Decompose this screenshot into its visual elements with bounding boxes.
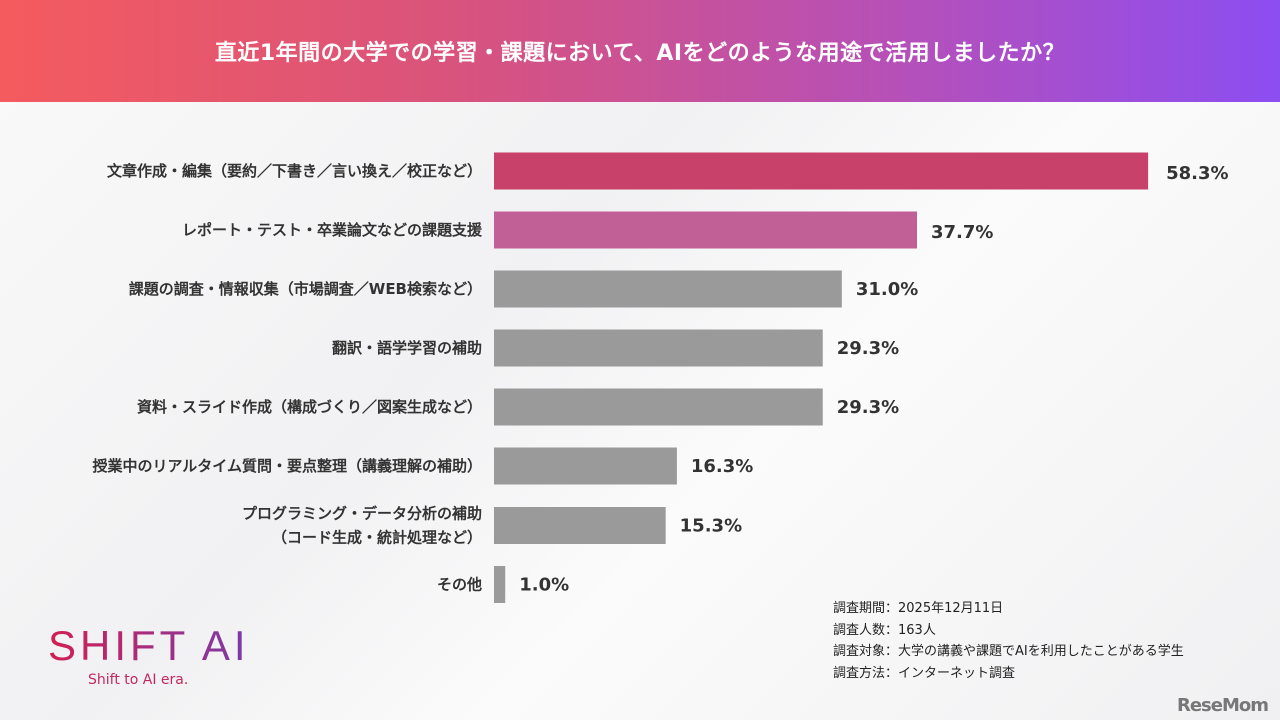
bar bbox=[494, 388, 823, 426]
chart-title: 直近1年間の大学での学習・課題において、AIをどのような用途で活用しましたか？ bbox=[214, 41, 1066, 66]
value-label: 37.7% bbox=[931, 222, 993, 243]
bar-chart: 文章作成・編集（要約／下書き／言い換え／校正など） 58.3% レポート・テスト・卒… bbox=[92, 152, 1229, 603]
value-label: 58.3% bbox=[1166, 163, 1228, 184]
header-banner: 直近1年間の大学での学習・課題において、AIをどのような用途で活用しましたか？ bbox=[0, 0, 1280, 102]
survey-notes: 調査期間：2025年12月11日 調査人数：163人 調査対象：大学の講義や課題… bbox=[833, 598, 1184, 684]
note-target: 調査対象：大学の講義や課題でAIを利用したことがある学生 bbox=[833, 644, 1184, 659]
bar bbox=[494, 566, 506, 603]
category-label: （コード生成・統計処理など） bbox=[272, 529, 482, 547]
value-label: 15.3% bbox=[680, 516, 742, 537]
note-count: 調査人数：163人 bbox=[833, 622, 936, 638]
bar bbox=[494, 152, 1149, 190]
shift-ai-logo: SHIFT AI Shift to AI era. bbox=[48, 622, 250, 688]
category-label: 資料・スライド作成（構成づくり／図案生成など） bbox=[137, 398, 482, 416]
category-label: 文章作成・編集（要約／下書き／言い換え／校正など） bbox=[107, 162, 482, 180]
value-label: 31.0% bbox=[856, 279, 918, 300]
bar bbox=[494, 211, 917, 249]
logo-main-text: SHIFT AI bbox=[48, 622, 250, 669]
category-label: その他 bbox=[437, 576, 482, 594]
note-method: 調査方法：インターネット調査 bbox=[833, 665, 1016, 681]
value-label: 29.3% bbox=[837, 397, 899, 418]
category-label: 課題の調査・情報収集（市場調査／WEB検索など） bbox=[129, 280, 482, 298]
bar bbox=[494, 447, 677, 485]
category-label: 授業中のリアルタイム質問・要点整理（講義理解の補助） bbox=[92, 457, 482, 475]
logo-tagline: Shift to AI era. bbox=[88, 672, 189, 688]
value-label: 16.3% bbox=[691, 456, 753, 477]
note-period: 調査期間：2025年12月11日 bbox=[833, 601, 1004, 616]
bar bbox=[494, 329, 823, 367]
category-label: レポート・テスト・卒業論文などの課題支援 bbox=[182, 221, 483, 239]
value-label: 1.0% bbox=[519, 575, 569, 596]
category-label: 翻訳・語学学習の補助 bbox=[332, 339, 482, 357]
bar bbox=[494, 507, 666, 544]
category-label: プログラミング・データ分析の補助 bbox=[242, 505, 482, 523]
resemom-watermark: ReseMom bbox=[1176, 695, 1269, 716]
value-label: 29.3% bbox=[837, 338, 899, 359]
bar bbox=[494, 270, 842, 308]
